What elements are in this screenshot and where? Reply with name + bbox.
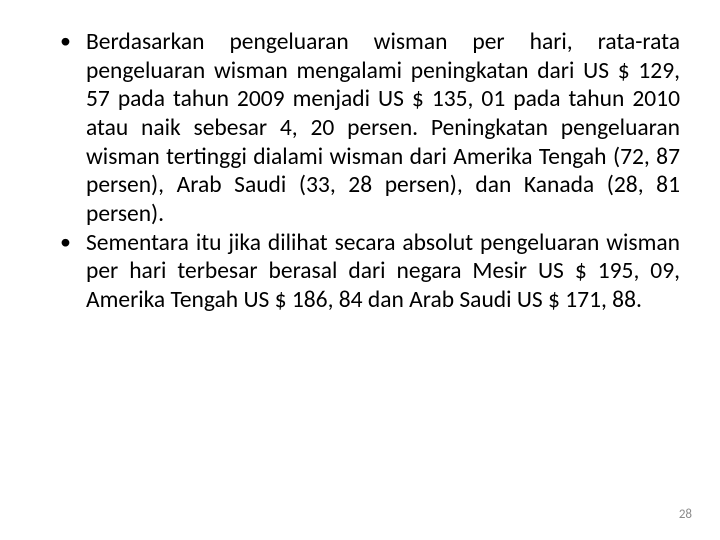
page-number: 28 (679, 507, 692, 522)
slide-body: Berdasarkan pengeluaran wisman per hari,… (52, 28, 680, 315)
list-item: Sementara itu jika dilihat secara absolu… (52, 229, 680, 315)
list-item: Berdasarkan pengeluaran wisman per hari,… (52, 28, 680, 229)
bullet-list: Berdasarkan pengeluaran wisman per hari,… (52, 28, 680, 315)
